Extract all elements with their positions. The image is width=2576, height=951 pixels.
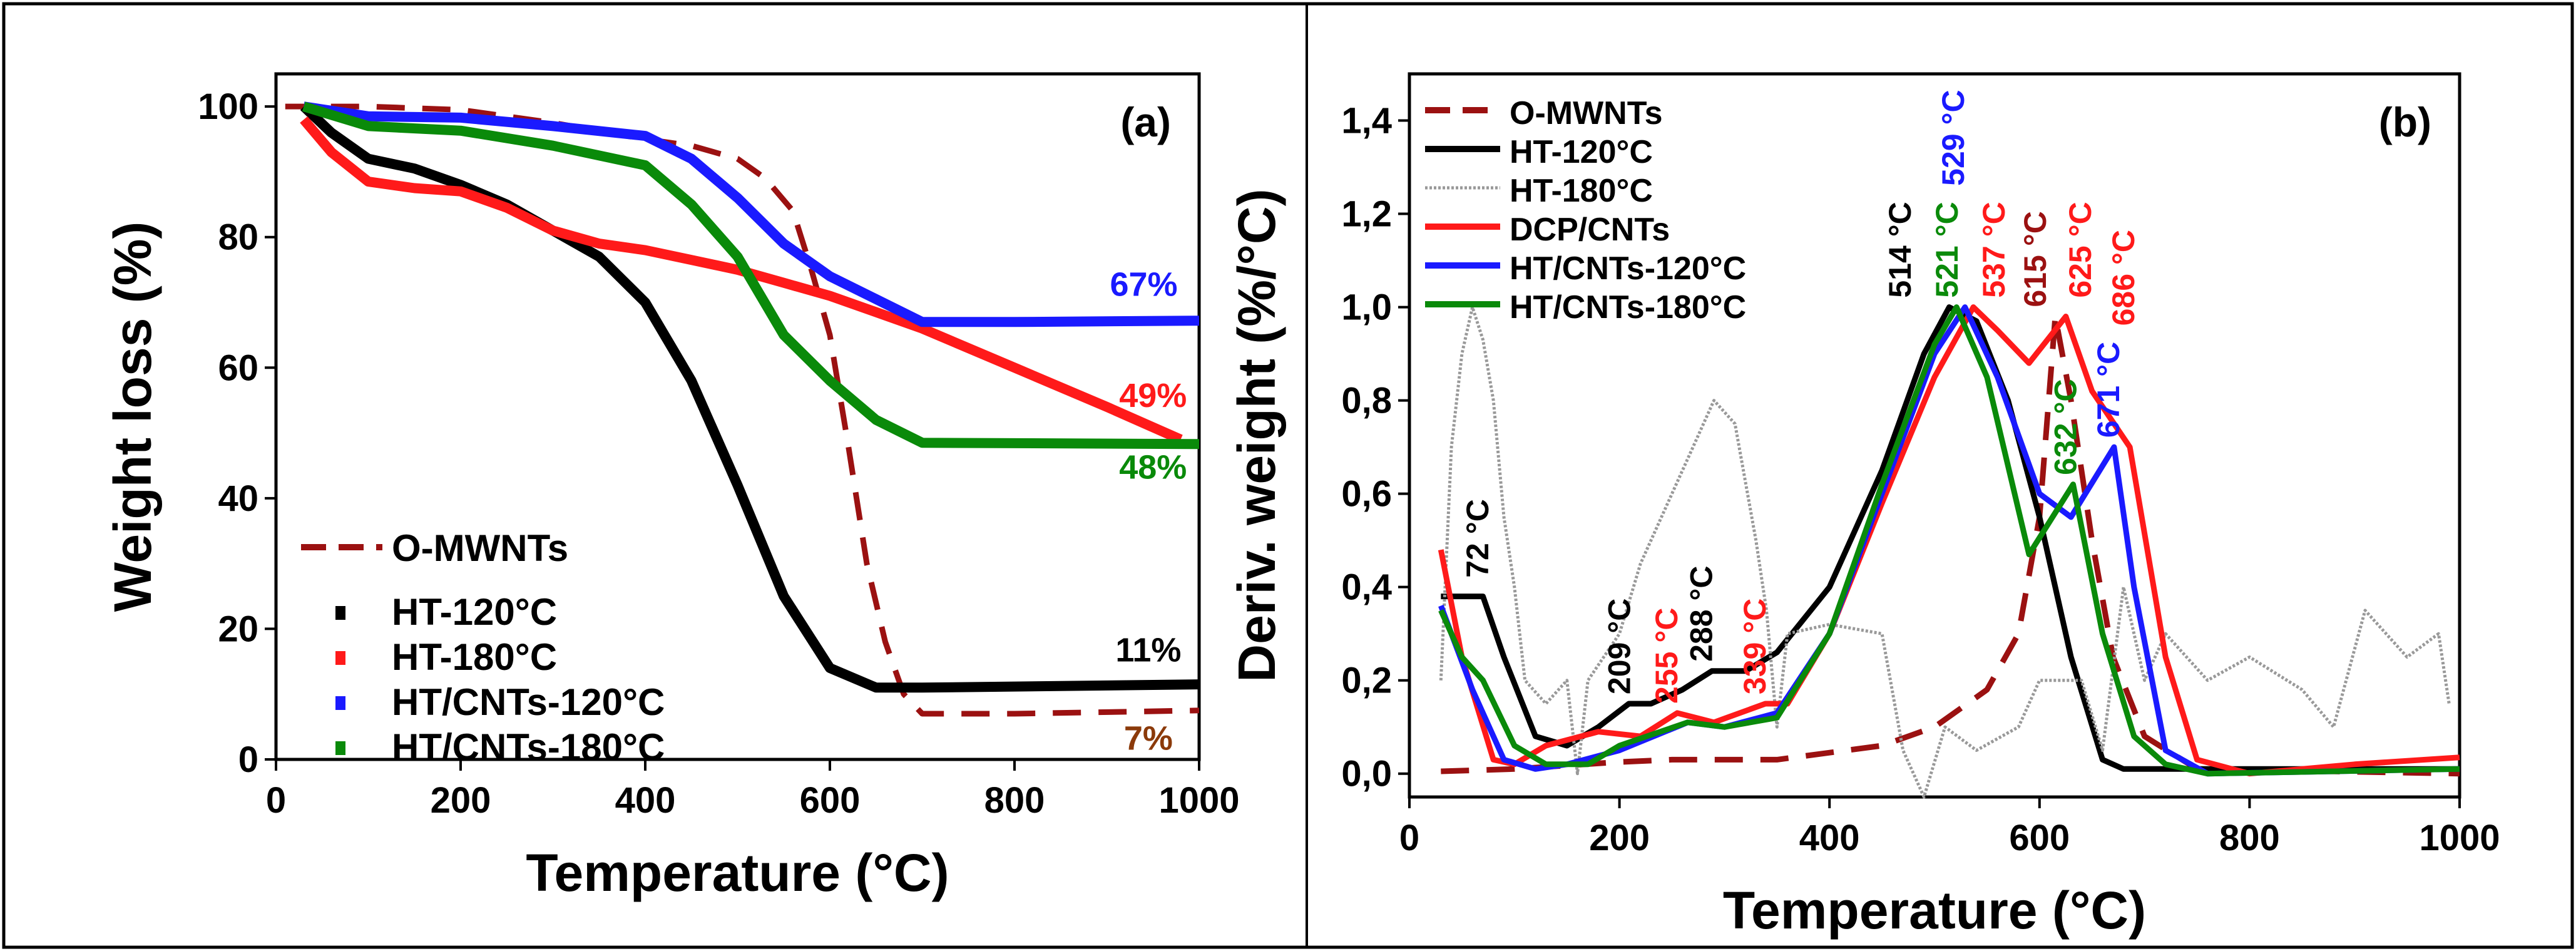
legend-marker <box>335 696 345 710</box>
x-axis-title: Temperature (°C) <box>1723 881 2146 940</box>
legend-label: O-MWNTs <box>1510 95 1663 131</box>
annotation-label: 514 °C <box>1883 202 1918 297</box>
series-line-ht-cnts-120-c <box>303 101 1200 327</box>
x-axis-title: Temperature (°C) <box>526 843 949 902</box>
y-tick-label: 0,8 <box>1341 381 1392 421</box>
y-tick-label: 1,2 <box>1341 194 1392 235</box>
y-tick-label: 1,4 <box>1341 101 1392 141</box>
annotation-label: 632 °C <box>2048 379 2083 475</box>
y-tick-label: 40 <box>218 478 258 519</box>
annotation-label: 288 °C <box>1684 565 1719 661</box>
annotation-label: 625 °C <box>2063 202 2098 297</box>
legend-label: HT/CNTs-180°C <box>1510 289 1746 326</box>
series-line-ht-cnts-120-c <box>1438 304 2460 777</box>
series-line-ht-cnts-180-c <box>1438 304 2460 777</box>
annotation-label: 529 °C <box>1936 90 1971 185</box>
x-tick-label: 400 <box>1799 818 1860 858</box>
x-tick-label: 800 <box>2219 818 2280 858</box>
legend-label: HT-180°C <box>392 636 557 678</box>
panel-label: (b) <box>2379 99 2431 145</box>
annotation-label: 7% <box>1124 719 1173 757</box>
x-tick-label: 600 <box>800 780 861 821</box>
panel-label: (a) <box>1120 99 1171 145</box>
x-tick-label: 600 <box>2009 818 2070 858</box>
annotation-label: 615 °C <box>2018 211 2053 307</box>
series-line-ht-120-c <box>1441 304 2460 772</box>
legend-label: HT-180°C <box>1510 173 1653 209</box>
y-tick-label: 100 <box>198 86 258 127</box>
x-tick-label: 200 <box>431 780 491 821</box>
annotation-label: 67% <box>1110 266 1177 304</box>
annotation-label: 255 °C <box>1649 608 1684 704</box>
x-tick-label: 0 <box>1399 818 1419 858</box>
y-tick-label: 0,4 <box>1341 567 1392 608</box>
x-tick-label: 1000 <box>1158 780 1239 821</box>
x-tick-label: 0 <box>266 780 286 821</box>
legend-label: HT/CNTs-180°C <box>392 726 665 768</box>
legend-label: HT/CNTs-120°C <box>1510 250 1746 287</box>
plot-frame <box>1408 72 2461 799</box>
series-line-dcp-cnts <box>1438 304 2460 777</box>
legend-marker <box>335 651 345 665</box>
annotation-label: 48% <box>1119 449 1187 486</box>
series-line-o-mwnts <box>1441 314 2460 777</box>
legend-label: HT/CNTs-120°C <box>392 681 665 723</box>
x-tick-label: 200 <box>1589 818 1650 858</box>
y-tick-label: 60 <box>218 347 258 388</box>
annotation-label: 686 °C <box>2106 230 2141 326</box>
annotation-label: 537 °C <box>1976 202 2011 297</box>
legend-marker <box>335 741 345 755</box>
plot-frame <box>274 72 1201 761</box>
annotation-label: 72 °C <box>1460 499 1495 578</box>
y-tick-label: 1,0 <box>1341 287 1392 328</box>
legend-label: HT-120°C <box>1510 134 1653 170</box>
x-tick-label: 800 <box>984 780 1045 821</box>
y-tick-label: 20 <box>218 609 258 649</box>
annotation-label: 209 °C <box>1602 599 1637 694</box>
y-tick-label: 80 <box>218 217 258 258</box>
series-line-ht-180-c <box>300 116 1183 445</box>
y-tick-label: 0,6 <box>1341 474 1392 515</box>
series-line-ht-180-c <box>1439 306 2451 799</box>
y-axis-title: Deriv. weight (%/°C) <box>1227 188 1286 682</box>
y-axis-title: Weight loss (%) <box>103 222 162 612</box>
annotation-label: 49% <box>1119 377 1187 414</box>
y-tick-label: 0,0 <box>1341 754 1392 794</box>
annotation-label: 521 °C <box>1929 202 1965 297</box>
x-tick-label: 1000 <box>2419 818 2500 858</box>
panel-b-dtg: 0 200 400 600 800 1000 0,0 0,2 0,4 0,6 0,8 1,0 1,2 1,… <box>1227 72 2500 940</box>
legend-label: DCP/CNTs <box>1510 212 1670 248</box>
series-line-ht-cnts-180-c <box>302 101 1200 450</box>
series-line-ht-120-c <box>300 103 1200 693</box>
annotation-label: 339 °C <box>1737 599 1772 694</box>
panel-a-tga: 0 200 400 600 800 1000 0 20 40 60 80 100 Temperature… <box>103 72 1240 902</box>
legend-label: HT-120°C <box>392 591 557 633</box>
y-tick-label: 0 <box>238 739 258 780</box>
y-tick-label: 0,2 <box>1341 661 1392 701</box>
legend-marker <box>335 606 345 620</box>
legend-label: O-MWNTs <box>392 527 568 569</box>
x-tick-label: 400 <box>615 780 676 821</box>
annotation-label: 671 °C <box>2091 342 2126 438</box>
annotation-label: 11% <box>1115 632 1181 669</box>
